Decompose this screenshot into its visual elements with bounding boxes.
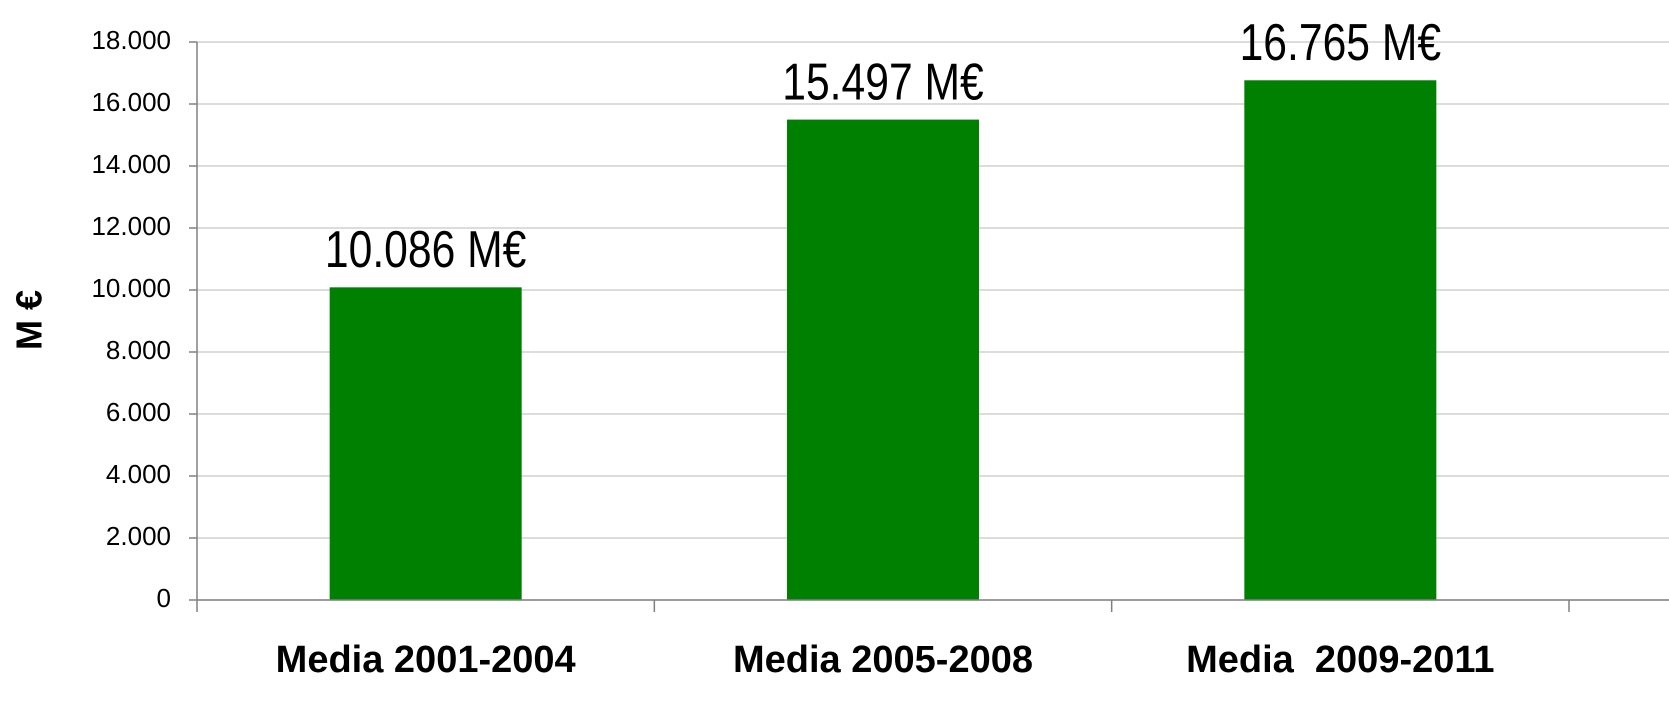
y-tick-label: 4.000 <box>106 459 171 489</box>
x-tick-label: Media 2005-2008 <box>733 639 1033 681</box>
y-tick-label: 12.000 <box>91 211 171 241</box>
y-tick-label: 14.000 <box>91 149 171 179</box>
y-tick-label: 18.000 <box>91 25 171 55</box>
y-tick-label: 2.000 <box>106 521 171 551</box>
value-label: 16.765 M€ <box>1240 14 1441 72</box>
value-label: 10.086 M€ <box>325 221 526 279</box>
bar <box>787 119 979 600</box>
x-tick-label: Media 2001-2004 <box>276 639 576 681</box>
y-axis-label: M € <box>9 290 50 350</box>
y-tick-label: 0 <box>157 583 171 613</box>
y-tick-label: 16.000 <box>91 87 171 117</box>
value-label: 15.497 M€ <box>782 53 983 111</box>
bar <box>329 287 522 600</box>
y-tick-label: 10.000 <box>91 273 171 303</box>
y-tick-label: 6.000 <box>106 397 171 427</box>
y-tick-label: 8.000 <box>106 335 171 365</box>
x-tick-label: Media 2009-2011 <box>1186 639 1494 681</box>
bar <box>1244 80 1437 600</box>
